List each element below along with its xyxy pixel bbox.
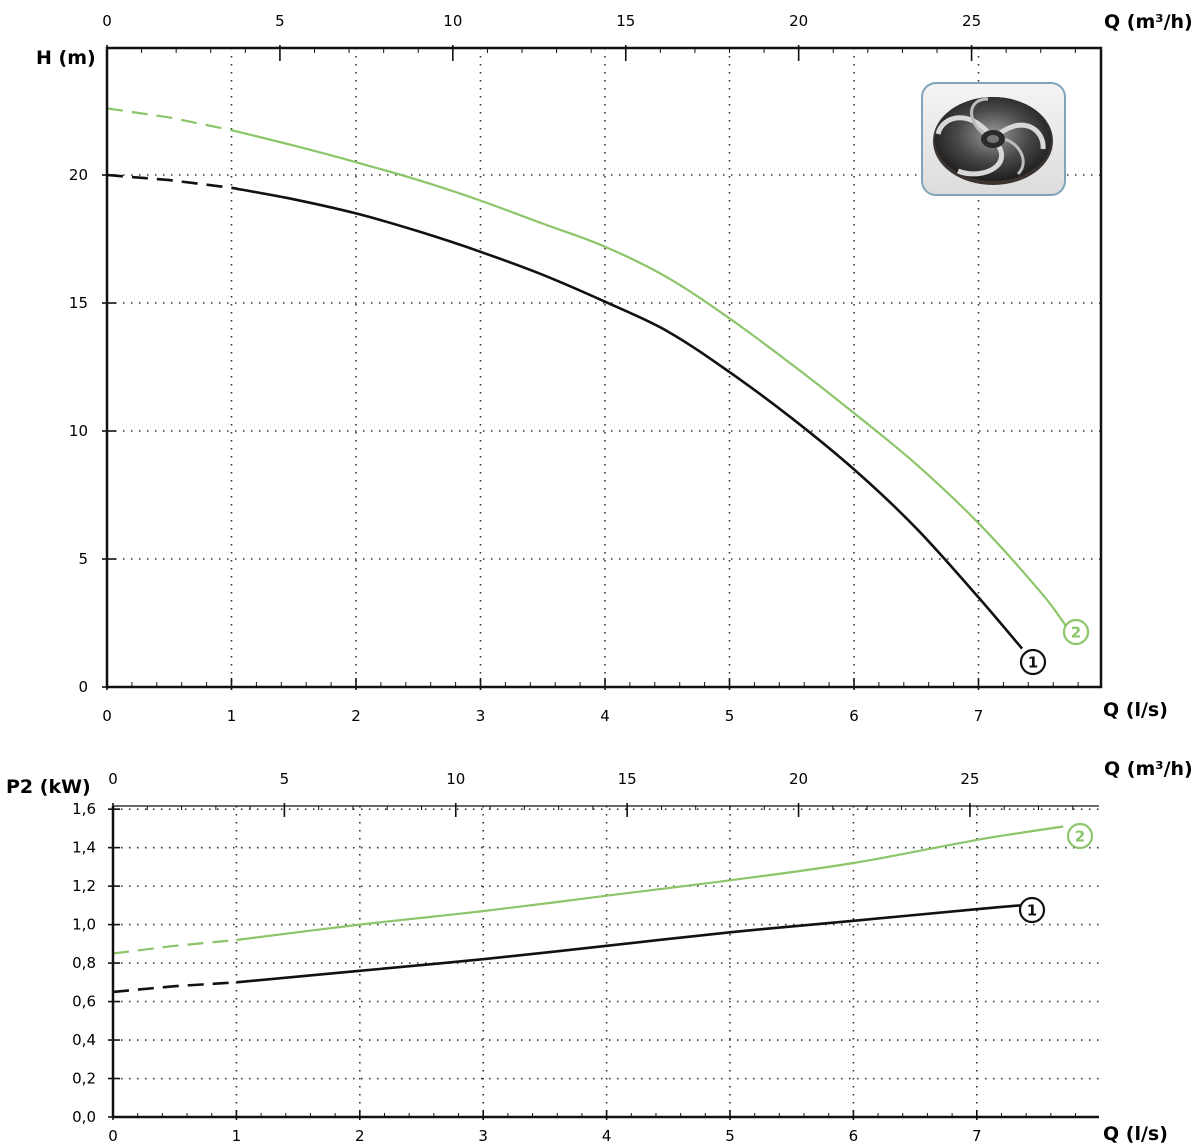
- head-x-tick-labels: 0 1 2 3 4 5 6 7: [102, 707, 983, 725]
- head-x2-tick-labels: 0 5 10 15 20 25: [102, 12, 981, 30]
- y-tick-label: 0,8: [72, 954, 96, 972]
- x2-tick-label: 15: [616, 12, 635, 30]
- power-curves: 12: [112, 822, 1094, 994]
- series-2-marker: 2: [1062, 618, 1090, 646]
- head-ticks: [102, 45, 1079, 690]
- x-tick-label: 3: [478, 1127, 488, 1145]
- head-y-tick-labels: 0 5 10 15 20: [69, 166, 88, 696]
- power-x2-tick-labels: 0 5 10 15 20 25: [108, 770, 979, 788]
- y-tick-label: 1,6: [72, 800, 96, 818]
- x-tick-label: 1: [227, 707, 237, 725]
- x2-tick-label: 5: [275, 12, 285, 30]
- x2-tick-label: 10: [443, 12, 462, 30]
- x-tick-label: 5: [725, 1127, 735, 1145]
- series-2-line: [231, 129, 1067, 627]
- x-tick-label: 7: [972, 1127, 982, 1145]
- y-tick-label: 1,2: [72, 877, 96, 895]
- power-y-tick-labels: 0,0 0,2 0,4 0,6 0,8 1,0 1,2 1,4 1,6: [72, 800, 96, 1126]
- head-x2-axis-label: Q (m³/h): [1104, 11, 1193, 33]
- power-y-axis-label: P2 (kW): [6, 776, 91, 798]
- x-tick-label: 1: [232, 1127, 242, 1145]
- series-1-line: [236, 904, 1021, 984]
- series-2-extrapolated-line: [106, 107, 232, 132]
- y-tick-label: 20: [69, 166, 88, 184]
- series-1-extrapolated-line: [106, 173, 232, 190]
- x-tick-label: 2: [351, 707, 361, 725]
- x2-tick-label: 20: [789, 770, 808, 788]
- head-curves: 12: [106, 107, 1090, 676]
- x-tick-label: 0: [102, 707, 112, 725]
- x-tick-label: 6: [849, 707, 859, 725]
- series-label: 1: [1028, 654, 1038, 672]
- y-tick-label: 1,4: [72, 839, 96, 857]
- y-tick-label: 1,0: [72, 916, 96, 934]
- series-1-marker: 1: [1019, 648, 1047, 676]
- y-tick-label: 0,6: [72, 993, 96, 1011]
- impeller-photo: [921, 82, 1066, 196]
- x2-tick-label: 25: [960, 770, 979, 788]
- series-2-marker: 2: [1066, 822, 1094, 850]
- x-tick-label: 4: [600, 707, 610, 725]
- y-tick-label: 5: [78, 550, 88, 568]
- head-plot-frame: [105, 46, 1103, 689]
- y-tick-label: 0,0: [72, 1108, 96, 1126]
- x-tick-label: 2: [355, 1127, 365, 1145]
- head-x-axis-label: Q (l/s): [1103, 699, 1168, 721]
- x-tick-label: 7: [974, 707, 984, 725]
- head-grid: [107, 48, 1101, 687]
- power-x-tick-labels: 0 1 2 3 4 5 6 7: [108, 1127, 981, 1145]
- power-x2-axis-label: Q (m³/h): [1104, 758, 1193, 780]
- y-tick-label: 0: [78, 678, 88, 696]
- x2-tick-label: 5: [280, 770, 290, 788]
- x-tick-label: 5: [725, 707, 735, 725]
- head-y-axis-label: H (m): [36, 47, 96, 69]
- x2-tick-label: 25: [962, 12, 981, 30]
- y-tick-label: 0,2: [72, 1070, 96, 1088]
- y-tick-label: 0,4: [72, 1031, 96, 1049]
- series-1-line: [231, 186, 1024, 650]
- x2-tick-label: 0: [102, 12, 112, 30]
- x-tick-label: 0: [108, 1127, 118, 1145]
- power-x-axis-label: Q (l/s): [1103, 1123, 1168, 1145]
- series-label: 1: [1027, 902, 1037, 920]
- y-tick-label: 15: [69, 294, 88, 312]
- y-tick-label: 10: [69, 422, 88, 440]
- x2-tick-label: 20: [789, 12, 808, 30]
- series-label: 2: [1071, 624, 1081, 642]
- power-ticks: [108, 803, 1099, 1120]
- pump-impeller-icon: [933, 97, 1053, 185]
- series-2-extrapolated-line: [112, 938, 237, 955]
- power-grid: [113, 806, 1099, 1117]
- x-tick-label: 4: [602, 1127, 612, 1145]
- x2-tick-label: 0: [108, 770, 118, 788]
- x-tick-label: 6: [849, 1127, 859, 1145]
- series-label: 2: [1075, 828, 1085, 846]
- x2-tick-label: 10: [446, 770, 465, 788]
- series-1-marker: 1: [1018, 896, 1046, 924]
- series-1-extrapolated-line: [112, 981, 237, 994]
- x2-tick-label: 15: [618, 770, 637, 788]
- series-2-line: [236, 825, 1064, 942]
- x-tick-label: 3: [476, 707, 486, 725]
